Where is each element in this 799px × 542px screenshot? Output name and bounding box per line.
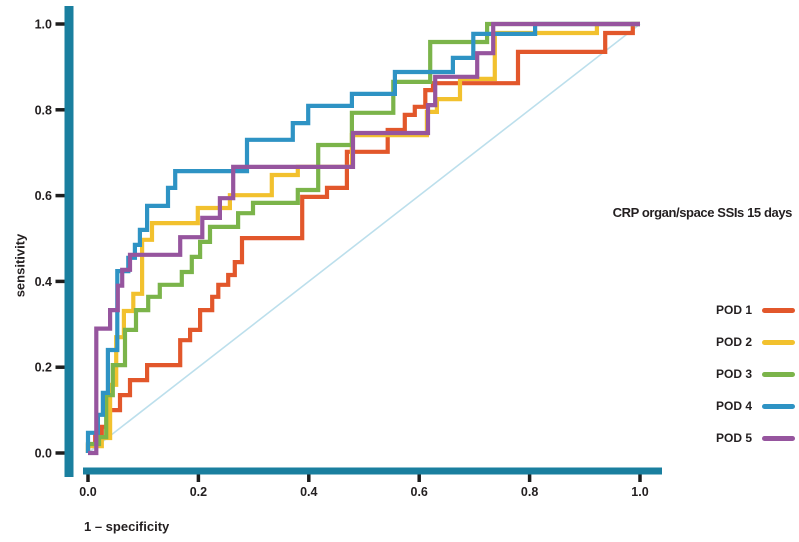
legend-label: POD 5 [715,431,752,445]
x-tick-label: 0.2 [190,485,207,499]
legend-swatch [762,308,795,313]
roc-curve-pod-1 [85,21,640,453]
y-tick-label: 0.6 [35,189,52,203]
legend-label: POD 2 [715,335,752,349]
y-tick-label: 0.2 [35,361,52,375]
y-axis-title: sensitivity [12,233,28,298]
y-tick-label: 0.4 [35,275,52,289]
roc-curve-pod-5 [88,21,640,456]
legend-swatch [762,404,795,409]
x-tick-label: 0.6 [411,485,428,499]
x-tick-label: 0.8 [521,485,538,499]
x-axis-title: 1 – specificity [84,519,170,534]
y-axis-bar [64,6,74,477]
legend-label: POD 4 [715,399,752,413]
y-tick-label: 1.0 [35,18,52,32]
x-tick-label: 0.0 [79,485,96,499]
legend-item-pod-4: POD 4 [690,398,799,414]
legend-item-pod-1: POD 1 [690,302,799,318]
roc-curve-pod-3 [85,21,640,453]
y-tick-label: 0.0 [35,447,52,461]
roc-curve-pod-2 [85,21,640,453]
legend-swatch [762,436,795,441]
reference-diagonal-line [87,23,641,454]
roc-curve-pod-4 [85,21,640,453]
legend: POD 1 POD 2 POD 3 POD 4 POD 5 [690,0,799,542]
legend-label: POD 3 [715,367,752,381]
x-tick-label: 1.0 [631,485,648,499]
legend-label: POD 1 [715,303,752,317]
y-tick-label: 0.8 [35,103,52,117]
legend-item-pod-2: POD 2 [690,334,799,350]
legend-item-pod-3: POD 3 [690,366,799,382]
legend-swatch [762,340,795,345]
chart-title: CRP organ/space SSIs 15 days [612,205,793,220]
x-axis-bar [83,467,662,475]
legend-swatch [762,372,795,377]
legend-item-pod-5: POD 5 [690,430,799,446]
x-tick-label: 0.4 [300,485,317,499]
